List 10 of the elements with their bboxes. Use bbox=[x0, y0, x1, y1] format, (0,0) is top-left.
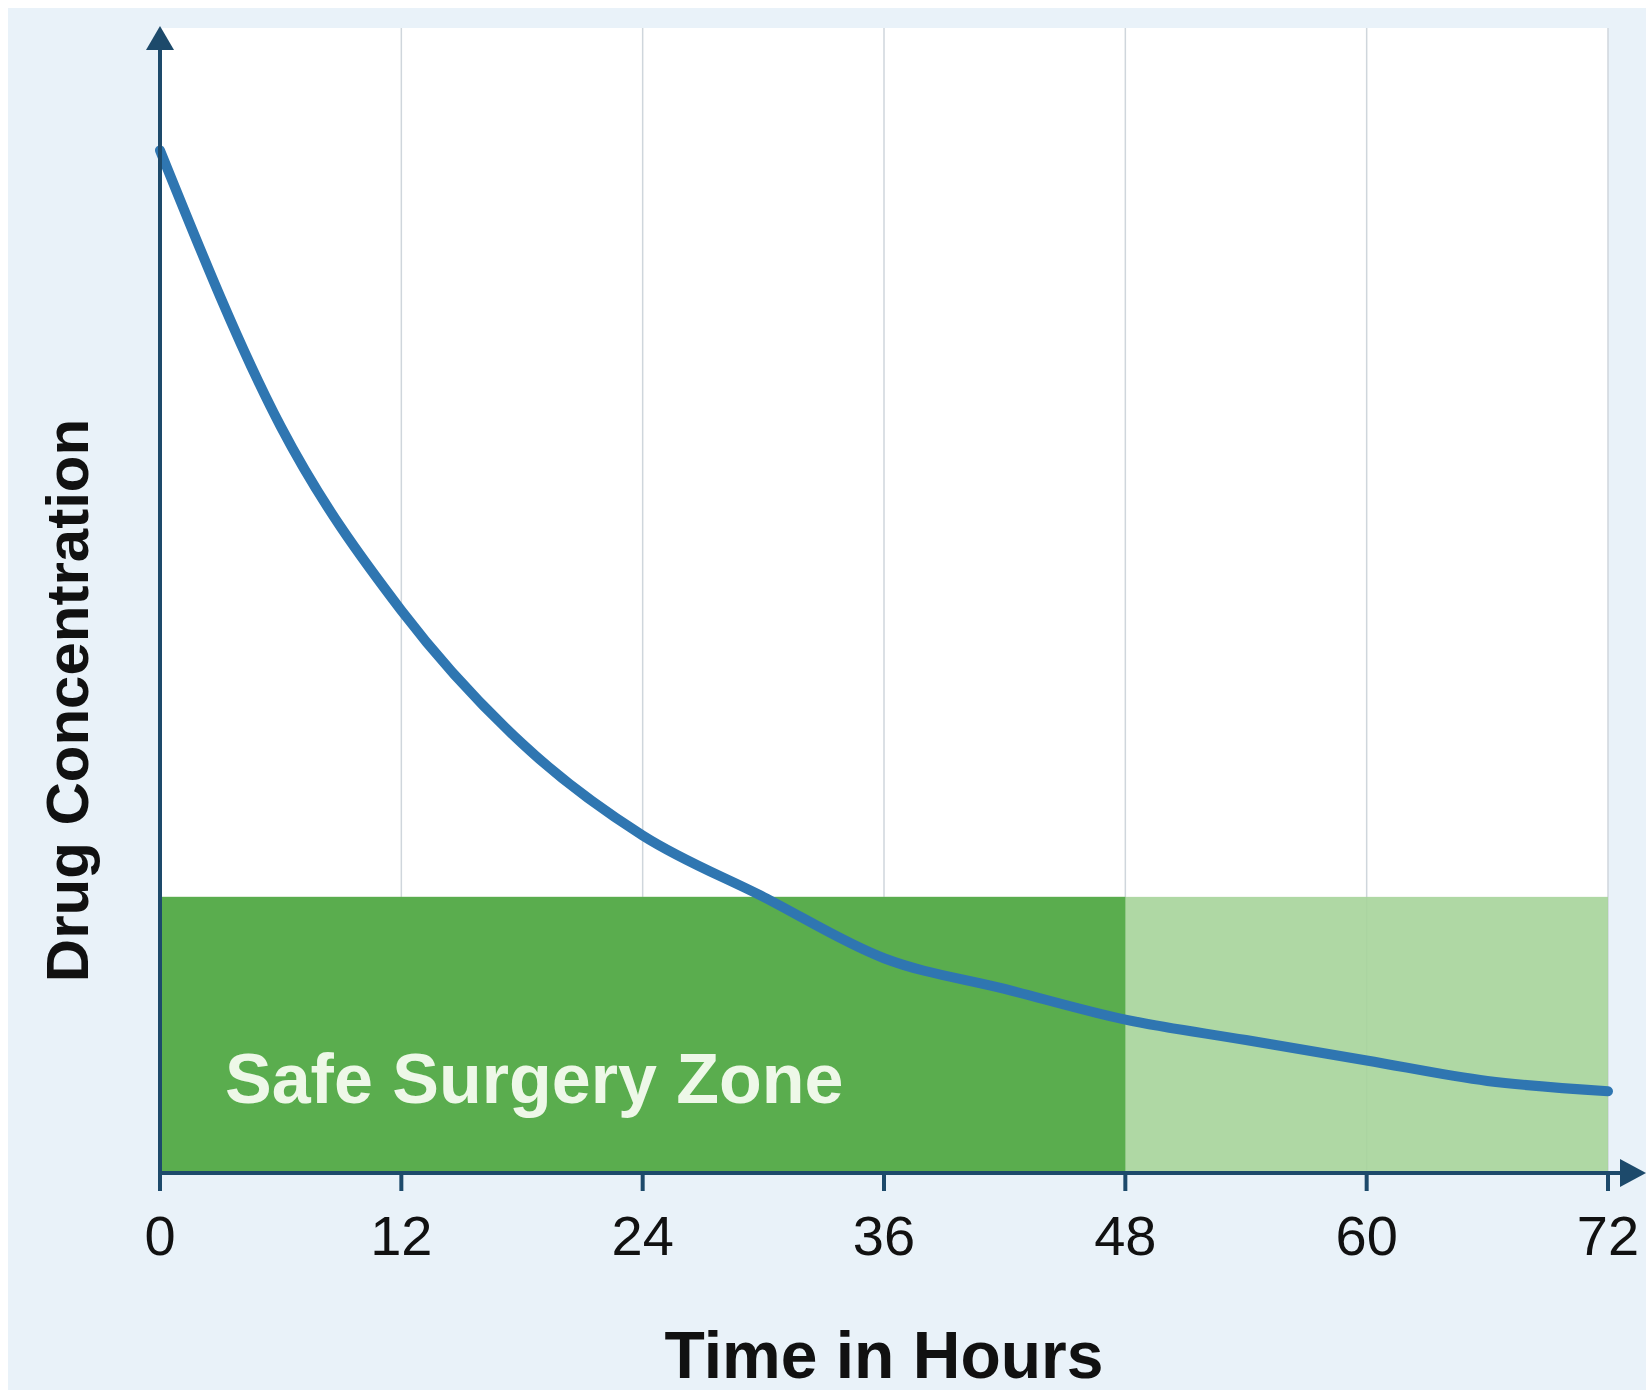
y-axis-title: Drug Concentration bbox=[34, 418, 101, 983]
x-tick-label: 48 bbox=[1094, 1204, 1157, 1267]
x-tick-label: 72 bbox=[1576, 1204, 1640, 1267]
x-tick-label: 12 bbox=[370, 1204, 433, 1267]
band-label: Safe Surgery Zone bbox=[225, 1040, 844, 1118]
x-tick-label: 0 bbox=[144, 1204, 176, 1267]
x-tick-label: 24 bbox=[611, 1204, 674, 1267]
x-tick-label: 60 bbox=[1335, 1204, 1398, 1267]
x-tick-label: 36 bbox=[852, 1204, 916, 1267]
x-axis-title: Time in Hours bbox=[664, 1318, 1104, 1390]
